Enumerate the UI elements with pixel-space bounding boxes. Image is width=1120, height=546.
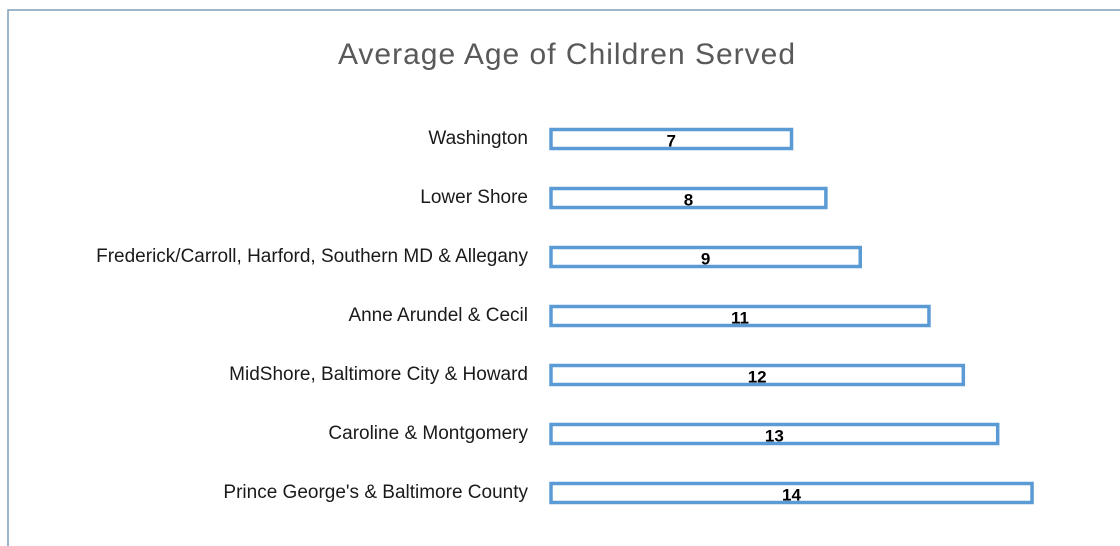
category-label: Prince George's & Baltimore County (223, 482, 528, 503)
data-label: 9 (701, 249, 710, 268)
data-label: 12 (748, 367, 767, 386)
category-label: Caroline & Montgomery (328, 423, 528, 444)
bar (549, 363, 966, 387)
bar (549, 245, 862, 269)
category-label: MidShore, Baltimore City & Howard (229, 364, 528, 385)
bar (549, 186, 828, 210)
chart-frame (7, 9, 1120, 546)
data-label: 13 (765, 426, 784, 445)
data-label: 7 (667, 131, 676, 150)
bar (549, 127, 794, 151)
bar (549, 304, 931, 328)
category-label: Lower Shore (420, 187, 528, 208)
category-label: Anne Arundel & Cecil (348, 305, 528, 326)
bar (549, 481, 1034, 505)
category-label: Washington (428, 128, 528, 149)
bar (549, 422, 1000, 446)
chart-title: Average Age of Children Served (338, 38, 796, 71)
category-label: Frederick/Carroll, Harford, Southern MD … (96, 246, 528, 267)
data-label: 8 (684, 190, 693, 209)
data-label: 11 (731, 308, 749, 327)
data-label: 14 (782, 485, 801, 504)
